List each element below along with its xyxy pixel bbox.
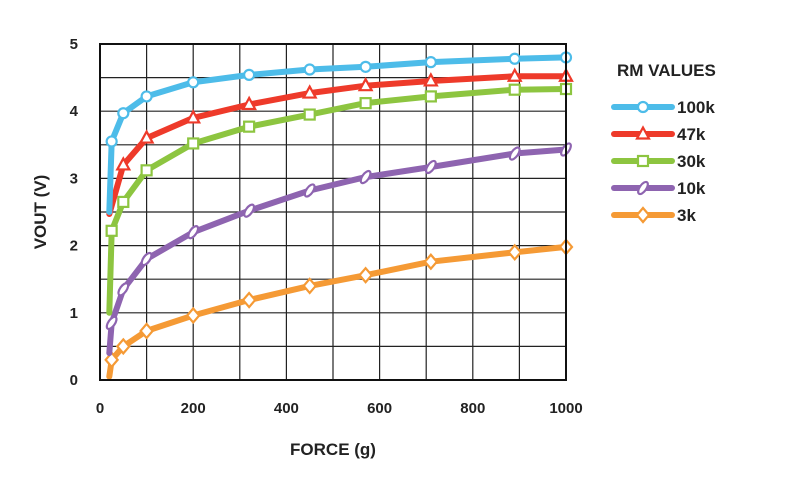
y-tick-label: 4 xyxy=(70,103,79,120)
data-point-3k xyxy=(423,253,439,271)
legend-label-10k: 10k xyxy=(677,179,706,198)
x-tick-label: 0 xyxy=(96,400,104,417)
y-tick-label: 0 xyxy=(70,372,78,389)
data-point-30k xyxy=(105,224,118,237)
data-point-30k xyxy=(117,195,130,209)
data-point-100k xyxy=(187,76,200,89)
grid xyxy=(100,44,566,380)
data-point-10k xyxy=(303,183,316,198)
series-10k xyxy=(105,142,572,357)
legend-label-30k: 30k xyxy=(677,152,706,171)
data-point-10k xyxy=(117,282,130,297)
x-axis-title: FORCE (g) xyxy=(290,440,376,459)
y-axis-ticks: 0 1 2 3 4 5 xyxy=(70,36,79,389)
x-tick-label: 800 xyxy=(460,400,485,417)
x-axis-ticks: 0 200 400 600 800 1000 xyxy=(96,400,583,417)
y-axis-title: VOUT (V) xyxy=(31,175,50,250)
data-point-30k xyxy=(508,83,521,96)
legend-marker-100k xyxy=(636,100,650,114)
data-point-30k xyxy=(424,90,437,103)
legend-item-100k: 100k xyxy=(611,98,715,117)
legend-title: RM VALUES xyxy=(617,61,716,80)
data-point-47k xyxy=(506,67,523,82)
data-point-10k xyxy=(187,225,200,240)
series-layer xyxy=(104,51,574,380)
data-point-30k xyxy=(140,164,153,177)
data-point-10k xyxy=(359,169,372,185)
legend-item-47k: 47k xyxy=(611,125,706,144)
legend-item-30k: 30k xyxy=(611,152,706,171)
data-point-100k xyxy=(424,56,437,69)
data-point-3k xyxy=(507,243,523,262)
series-47k xyxy=(106,67,574,217)
data-point-3k xyxy=(302,277,318,295)
data-point-3k xyxy=(115,337,131,356)
y-tick-label: 2 xyxy=(70,238,78,255)
data-point-30k xyxy=(303,108,316,121)
data-point-3k xyxy=(104,351,120,369)
data-point-100k xyxy=(105,135,118,148)
x-tick-label: 1000 xyxy=(549,400,582,417)
data-point-10k xyxy=(243,203,256,218)
series-line-100k xyxy=(106,54,569,215)
legend: 100k 47k 30k 10k 3k xyxy=(611,98,715,225)
data-point-10k xyxy=(105,315,118,331)
x-tick-label: 600 xyxy=(367,400,392,417)
data-point-100k xyxy=(359,60,372,73)
data-point-47k xyxy=(138,129,155,144)
x-tick-label: 200 xyxy=(181,400,206,417)
data-point-47k xyxy=(423,72,439,87)
data-point-47k xyxy=(115,156,132,171)
legend-marker-3k xyxy=(635,206,651,224)
data-point-47k xyxy=(185,109,202,124)
data-point-10k xyxy=(424,159,437,175)
y-tick-label: 5 xyxy=(70,36,78,53)
data-point-10k xyxy=(508,146,521,161)
data-point-3k xyxy=(241,291,257,309)
data-point-47k xyxy=(241,95,257,111)
data-point-3k xyxy=(358,266,374,284)
legend-item-10k: 10k xyxy=(611,179,706,198)
data-point-100k xyxy=(140,90,153,103)
legend-marker-47k xyxy=(635,125,651,140)
series-3k xyxy=(104,238,574,380)
legend-label-100k: 100k xyxy=(677,98,715,117)
data-point-3k xyxy=(139,322,155,340)
x-tick-label: 400 xyxy=(274,400,299,417)
series-line-47k xyxy=(106,73,569,217)
data-point-47k xyxy=(357,76,374,92)
data-point-30k xyxy=(187,137,200,150)
legend-item-3k: 3k xyxy=(611,206,696,225)
legend-label-47k: 47k xyxy=(677,125,706,144)
y-tick-label: 3 xyxy=(70,170,78,187)
data-point-100k xyxy=(508,52,521,65)
data-point-30k xyxy=(359,97,372,110)
y-tick-label: 1 xyxy=(70,305,78,322)
legend-marker-30k xyxy=(636,154,650,168)
plot-frame xyxy=(99,43,567,381)
legend-marker-10k xyxy=(637,180,649,196)
data-point-100k xyxy=(303,63,316,76)
data-point-47k xyxy=(301,84,318,99)
legend-label-3k: 3k xyxy=(677,206,696,225)
data-point-3k xyxy=(185,306,201,325)
data-point-100k xyxy=(117,107,130,120)
data-point-30k xyxy=(243,120,256,133)
series-line-3k xyxy=(106,243,569,380)
data-point-10k xyxy=(140,251,153,267)
data-point-100k xyxy=(243,68,256,82)
